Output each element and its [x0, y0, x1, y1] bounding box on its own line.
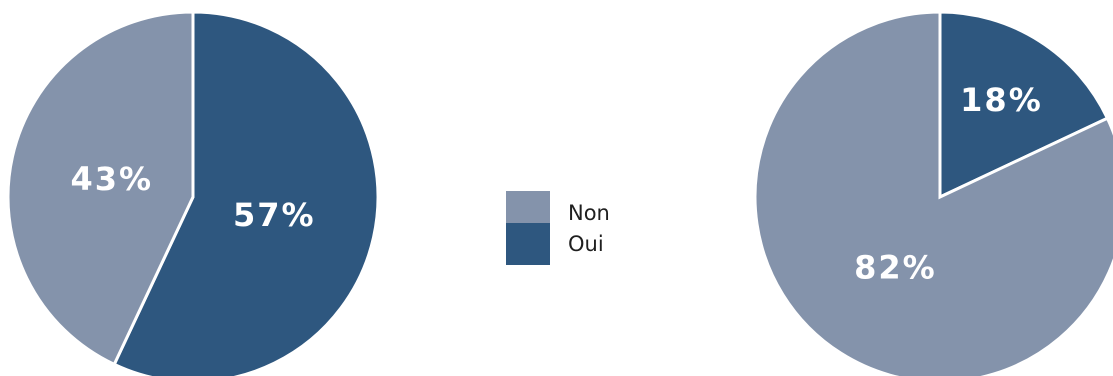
legend-label-oui: Oui	[568, 232, 604, 256]
legend-swatch-oui	[506, 223, 550, 265]
legend: Non Oui	[506, 191, 610, 265]
pie-slice-oui	[112, 10, 380, 376]
pie-slice-non	[6, 10, 195, 367]
pie-chart-left: 57% 43%	[6, 10, 380, 376]
pie-label-non: 82%	[854, 248, 937, 286]
pie-label-non: 43%	[70, 160, 153, 198]
legend-label-non: Non	[568, 201, 610, 225]
pie-label-oui: 18%	[960, 81, 1043, 119]
pie-slice-non	[753, 10, 1113, 376]
pie-chart-right: 18% 82%	[753, 10, 1113, 376]
pie-slice-oui	[938, 10, 1110, 200]
pie-label-oui: 57%	[233, 196, 316, 234]
